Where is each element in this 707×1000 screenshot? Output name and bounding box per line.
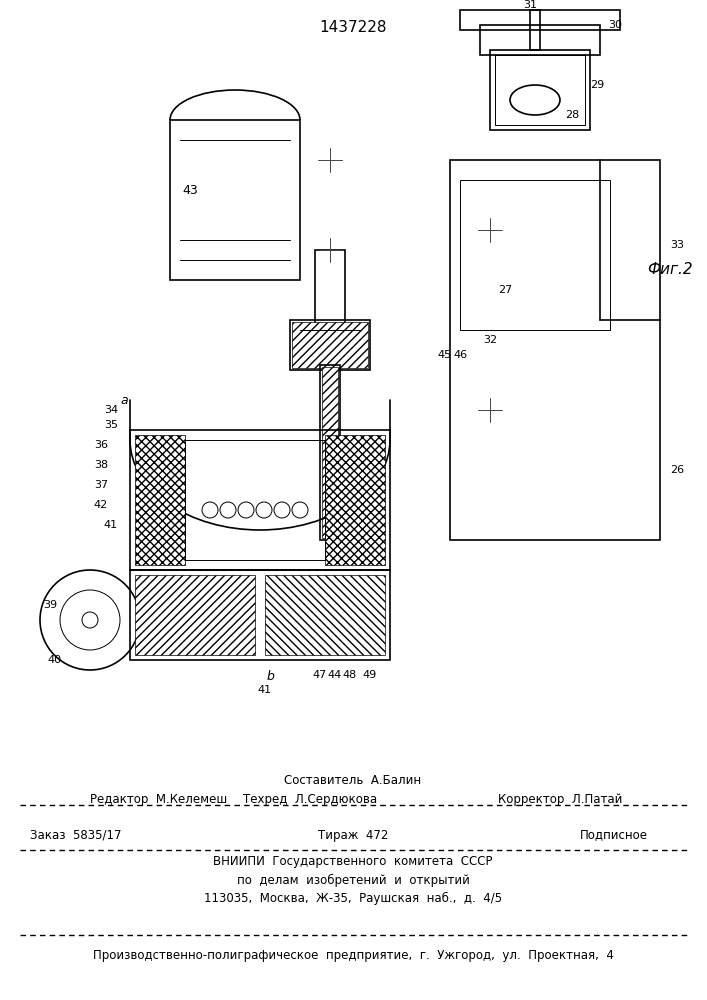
- Text: 26: 26: [670, 465, 684, 475]
- Text: Производственно-полиграфическое  предприятие,  г.  Ужгород,  ул.  Проектная,  4: Производственно-полиграфическое предприя…: [93, 948, 614, 962]
- Text: 30: 30: [608, 20, 622, 30]
- Bar: [170, 120, 300, 280]
- Bar: [130, 430, 390, 570]
- Text: 49: 49: [363, 670, 377, 680]
- Bar: [265, 575, 385, 655]
- Text: 36: 36: [94, 440, 108, 450]
- Text: 46: 46: [453, 350, 467, 360]
- Text: 37: 37: [94, 480, 108, 490]
- Text: 41: 41: [104, 520, 118, 530]
- Text: 35: 35: [104, 420, 118, 430]
- Text: Корректор  Л.Патай: Корректор Л.Патай: [498, 794, 622, 806]
- Bar: [292, 322, 368, 368]
- Text: 40: 40: [48, 655, 62, 665]
- Text: 44: 44: [328, 670, 342, 680]
- Text: 47: 47: [313, 670, 327, 680]
- Text: Подписное: Подписное: [580, 828, 648, 842]
- Bar: [490, 50, 590, 130]
- Text: 27: 27: [498, 285, 512, 295]
- Bar: [460, 10, 620, 30]
- Text: 38: 38: [94, 460, 108, 470]
- Text: Тираж  472: Тираж 472: [318, 828, 388, 842]
- Bar: [135, 575, 255, 655]
- Text: a: a: [120, 393, 128, 406]
- Bar: [322, 367, 338, 538]
- Text: Заказ  5835/17: Заказ 5835/17: [30, 828, 122, 842]
- Bar: [450, 160, 660, 540]
- Bar: [325, 435, 385, 565]
- Text: 29: 29: [590, 80, 604, 90]
- Text: 39: 39: [43, 600, 57, 610]
- Text: 45: 45: [438, 350, 452, 360]
- Bar: [290, 320, 370, 370]
- Bar: [185, 440, 325, 560]
- Text: 28: 28: [565, 110, 579, 120]
- Text: b: b: [266, 670, 274, 683]
- Bar: [480, 25, 600, 55]
- Text: 33: 33: [670, 240, 684, 250]
- Text: 42: 42: [94, 500, 108, 510]
- Bar: [320, 365, 340, 540]
- Text: 43: 43: [182, 184, 198, 196]
- Bar: [460, 180, 610, 330]
- Bar: [495, 55, 585, 125]
- Text: Составитель  А.Балин: Составитель А.Балин: [284, 774, 421, 786]
- Bar: [315, 250, 345, 330]
- Text: 48: 48: [343, 670, 357, 680]
- Text: ВНИИПИ  Государственного  комитета  СССР: ВНИИПИ Государственного комитета СССР: [214, 856, 493, 868]
- Bar: [530, 10, 540, 50]
- Circle shape: [82, 612, 98, 628]
- Text: Фиг.2: Фиг.2: [647, 262, 693, 277]
- Text: 34: 34: [104, 405, 118, 415]
- Text: 113035,  Москва,  Ж-35,  Раушская  наб.,  д.  4/5: 113035, Москва, Ж-35, Раушская наб., д. …: [204, 891, 502, 905]
- Text: 32: 32: [483, 335, 497, 345]
- Text: 31: 31: [523, 0, 537, 10]
- Text: Редактор  М.Келемеш: Редактор М.Келемеш: [90, 794, 227, 806]
- Text: 1437228: 1437228: [320, 20, 387, 35]
- Bar: [130, 570, 390, 660]
- Text: 41: 41: [258, 685, 272, 695]
- Text: Техред  Л.Сердюкова: Техред Л.Сердюкова: [243, 794, 377, 806]
- Bar: [135, 435, 185, 565]
- Text: по  делам  изобретений  и  открытий: по делам изобретений и открытий: [237, 873, 469, 887]
